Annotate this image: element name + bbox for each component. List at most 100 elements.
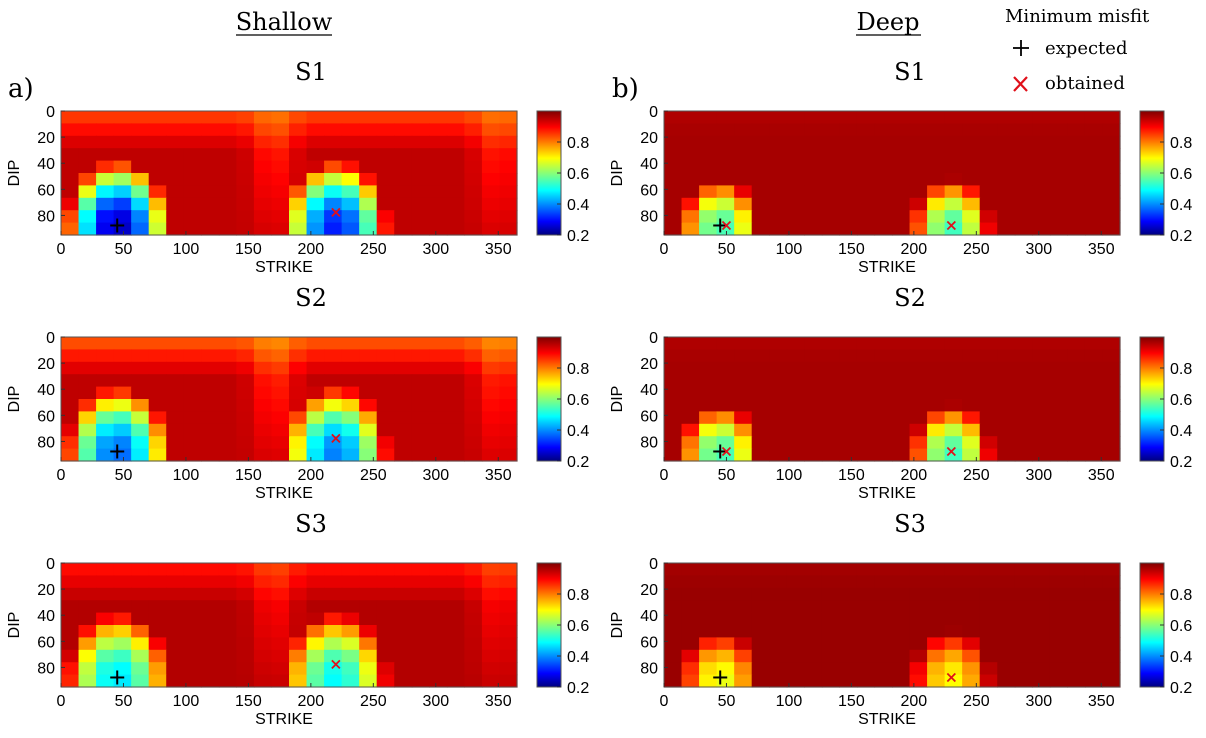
panel-title: S3 [894, 510, 926, 538]
heatmap-cell [236, 135, 255, 149]
heatmap-cell [681, 637, 700, 651]
heatmap-cell [751, 349, 770, 363]
heatmap-cell [499, 185, 518, 199]
heatmap-cell [253, 399, 273, 412]
heatmap-cell [1014, 160, 1033, 174]
heatmap-cell [1102, 674, 1121, 688]
heatmap-cell [411, 173, 430, 186]
heatmap-cell [78, 386, 97, 400]
heatmap-cell [734, 423, 753, 437]
y-tick-label: 60 [37, 634, 55, 651]
heatmap-cell [681, 185, 700, 199]
heatmap-cell [874, 662, 893, 676]
heatmap-cell [61, 210, 80, 224]
heatmap-cell [769, 173, 788, 186]
heatmap-cell [446, 135, 465, 149]
heatmap-cell [201, 411, 220, 425]
colorbar: 0.20.40.60.8 [1139, 110, 1192, 245]
heatmap-cell [664, 625, 683, 638]
y-tick-label: 80 [640, 434, 658, 451]
heatmap-cell [839, 374, 858, 388]
heatmap-cell [481, 436, 501, 450]
heatmap-cell [1067, 386, 1086, 400]
heatmap-cell [804, 374, 823, 388]
heatmap-cell [856, 135, 876, 149]
heatmap-cell [148, 674, 167, 688]
heatmap-cell [96, 674, 115, 688]
heatmap-cell [218, 173, 237, 186]
heatmap-cell [78, 160, 97, 174]
heatmap-cell [359, 448, 378, 462]
heatmap-cell [1067, 185, 1086, 199]
heatmap-cell [664, 148, 683, 162]
heatmap-cell [218, 386, 237, 400]
heatmap-cell [734, 587, 753, 601]
heatmap-cell [324, 197, 343, 211]
heatmap-cell [1014, 637, 1033, 651]
heatmap-cell [78, 173, 97, 186]
heatmap-cell [499, 563, 518, 576]
heatmap-cell [464, 637, 483, 651]
heatmap-cell [1049, 374, 1068, 388]
x-axis-label: STRIKE [255, 711, 313, 728]
heatmap-cell [324, 587, 343, 601]
heatmap-cell [481, 173, 501, 186]
heatmap-cell [856, 612, 876, 626]
heatmap-cell [1067, 423, 1086, 437]
heatmap-cell [944, 399, 963, 412]
heatmap-cell [289, 374, 308, 388]
heatmap-cell [306, 674, 325, 688]
heatmap-cell [769, 222, 788, 236]
heatmap-cell [874, 625, 893, 638]
heatmap-cell [359, 563, 378, 576]
heatmap-cell [821, 349, 840, 363]
heatmap-cell [289, 411, 308, 425]
heatmap-cell [927, 662, 946, 676]
heatmap-cell [786, 361, 805, 375]
heatmap-cell [394, 575, 413, 589]
heatmap-cell [446, 148, 465, 162]
heatmap-cell [699, 349, 718, 363]
heatmap-cell [927, 160, 946, 174]
heatmap-cell [218, 625, 237, 638]
heatmap-cell [253, 436, 273, 450]
heatmap-cell [96, 625, 115, 638]
heatmap-cell [699, 111, 718, 124]
heatmap-cell [856, 563, 876, 576]
heatmap-cell [892, 361, 911, 375]
heatmap-cell [289, 135, 308, 149]
heatmap-cell [131, 173, 150, 186]
heatmap-cell [411, 448, 430, 462]
x-tick-label: 250 [963, 467, 990, 484]
heatmap-cell [927, 349, 946, 363]
heatmap-cell [681, 197, 700, 211]
heatmap-cell [96, 436, 115, 450]
heatmap-cell [997, 210, 1016, 224]
heatmap-cell [786, 411, 805, 425]
y-tick-label: 20 [37, 130, 55, 147]
heatmap-cell [1014, 575, 1033, 589]
heatmap-cell [289, 337, 308, 350]
heatmap-cell [271, 173, 290, 186]
heatmap-cell [734, 448, 753, 462]
heatmap-cell [751, 386, 770, 400]
heatmap-cell [289, 637, 308, 651]
heatmap-cell [1067, 135, 1086, 149]
heatmap-cell [96, 349, 115, 363]
heatmap-cell [289, 386, 308, 400]
heatmap-cell [289, 197, 308, 211]
heatmap-cell [997, 123, 1016, 137]
heatmap-cell [1084, 123, 1104, 137]
heatmap-cell [306, 361, 325, 375]
heatmap-cell [464, 222, 483, 236]
heatmap-cell [499, 587, 518, 601]
heatmap-cell [804, 600, 823, 614]
heatmap-cell [183, 399, 202, 412]
heatmap-cell [201, 674, 220, 688]
heatmap-cell [944, 111, 963, 124]
heatmap-cell [183, 448, 202, 462]
heatmap-cell [944, 649, 963, 663]
heatmap-cell [804, 337, 823, 350]
heatmap-cell [306, 337, 325, 350]
heatmap-cells [664, 111, 1121, 236]
